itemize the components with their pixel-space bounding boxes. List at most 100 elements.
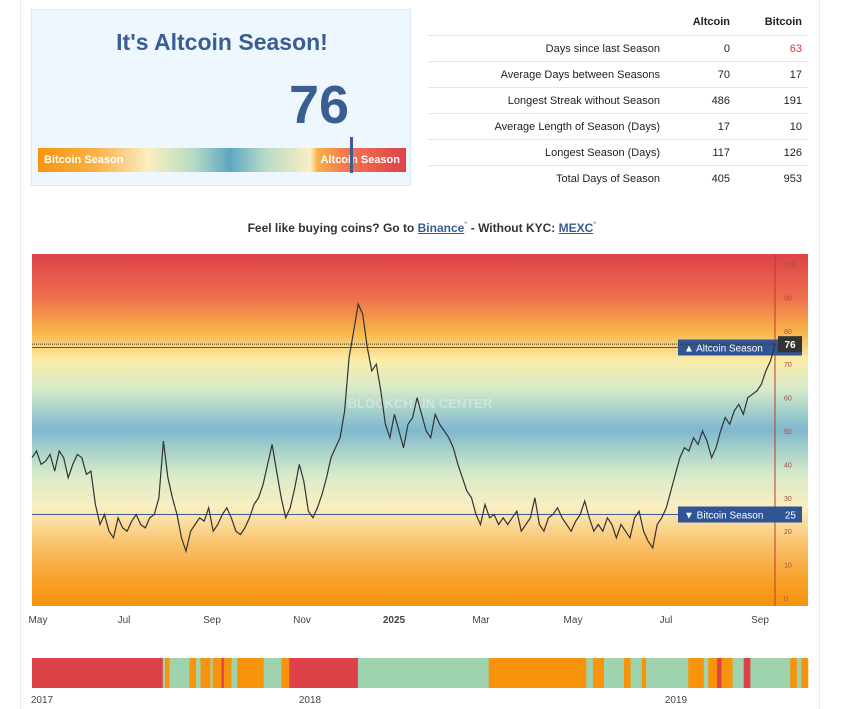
season-segment [732,658,745,688]
table-row: Longest Season (Days) 117 126 [428,139,808,166]
season-segment [189,658,197,688]
x-tick-label: Jul [660,615,673,626]
mexc-asterisk: * [593,220,597,229]
reference-tag [678,339,802,356]
x-tick-label: Jul [118,615,131,626]
season-segment [237,658,264,688]
season-segment [289,658,359,688]
promo-line: Feel like buying coins? Go to Binance* -… [0,220,844,235]
bitcoin-value: 126 [736,139,808,166]
binance-link[interactable]: Binance [417,221,465,235]
y-tick-label: 50 [784,429,792,436]
season-segment [796,658,802,688]
row-label: Average Days between Seasons [428,61,672,88]
y-tick-label: 40 [784,462,792,469]
season-segment [162,658,166,688]
y-tick-label: 10 [784,563,792,570]
altcoin-index-chart[interactable]: BLOCKCHAIN CENTER 0 10 20 30 40 50 60 70 80 90 100… [0,250,844,632]
season-history-chart[interactable]: 2017 2018 2019 [0,655,844,709]
season-title: It's Altcoin Season! [116,29,328,55]
table-row: Days since last Season 0 63 [428,35,808,62]
bitcoin-value: 191 [736,87,808,114]
altcoin-value: 70 [672,61,736,88]
binance-asterisk: * [464,220,468,229]
y-tick-label: 100 [784,262,796,269]
altcoin-value: 486 [672,87,736,114]
header-altcoin: Altcoin [692,16,730,28]
header-bitcoin: Bitcoin [764,16,802,28]
y-tick-label: 20 [784,529,792,536]
page-frame-left [20,0,21,709]
season-segment [630,658,643,688]
x-tick-label: May [29,615,48,626]
table-row: Average Length of Season (Days) 17 10 [428,113,808,140]
season-segment [592,658,605,688]
y-tick-label: 0 [784,596,788,603]
chart-watermark: BLOCKCHAIN CENTER [348,396,493,411]
season-gauge-card: It's Altcoin Season! 76 Bitcoin Season A… [31,9,411,186]
history-year-label: 2019 [665,695,688,706]
altcoin-value: 17 [672,113,736,140]
season-segment [212,658,222,688]
bitcoin-value: 17 [736,61,808,88]
x-tick-label: Sep [203,615,221,626]
gauge-marker [350,137,353,173]
row-label: Longest Season (Days) [428,139,672,166]
history-year-ticks: 2017 2018 2019 [31,695,688,706]
y-tick-label: 80 [784,329,792,336]
season-segment [221,658,225,688]
row-label: Average Length of Season (Days) [428,113,672,140]
x-tick-label: Nov [293,615,311,626]
season-segment [641,658,647,688]
promo-text-2: - Without KYC: [467,221,559,235]
row-label: Longest Streak without Season [428,87,672,114]
page-frame-right [819,0,820,709]
season-segment [623,658,631,688]
history-year-label: 2017 [31,695,54,706]
bitcoin-value: 10 [736,113,808,140]
season-segment [223,658,232,688]
season-segment [200,658,211,688]
reference-tag [678,506,802,523]
table-row: Total Days of Season 405 953 [428,165,808,191]
x-tick-label: Sep [751,615,769,626]
current-value-tag: 76 [32,336,802,353]
season-segment [721,658,733,688]
y-tick-label: 90 [784,295,792,302]
season-segment [688,658,705,688]
x-tick-label: Mar [472,615,490,626]
history-bars [32,658,809,688]
season-segment [790,658,798,688]
y-tick-label: 30 [784,496,792,503]
reference-tag-label: ▲ Altcoin Season [684,344,763,355]
altcoin-value: 405 [672,165,736,191]
season-segment [801,658,809,688]
season-segment [281,658,290,688]
reference-tag-value: 25 [785,511,797,522]
altcoin-value: 117 [672,139,736,166]
index-series-line [31,302,776,554]
season-index-value: 76 [289,75,350,135]
bitcoin-value: 63 [736,35,808,62]
season-segment [165,658,170,688]
y-axis-ticks: 0 10 20 30 40 50 60 70 80 90 100 [784,262,796,603]
season-segment [169,658,190,688]
row-label: Total Days of Season [428,165,672,191]
reference-tag-label: ▼ Bitcoin Season [684,511,763,522]
mexc-link[interactable]: MEXC [558,221,594,235]
table-row: Longest Streak without Season 486 191 [428,87,808,114]
promo-text: Feel like buying coins? Go to [247,221,418,235]
season-segment [708,658,718,688]
season-segment [231,658,238,688]
season-stats-table: Altcoin Bitcoin Days since last Season 0… [428,9,808,191]
season-segment [488,658,587,688]
season-segment [263,658,282,688]
table-header-row: Altcoin Bitcoin [428,9,808,36]
altcoin-season-label: Altcoin Season [320,154,400,166]
y-tick-label: 70 [784,362,792,369]
chart-background [32,254,808,606]
current-value-box [778,336,802,353]
season-segment [357,658,490,688]
season-segment [586,658,594,688]
